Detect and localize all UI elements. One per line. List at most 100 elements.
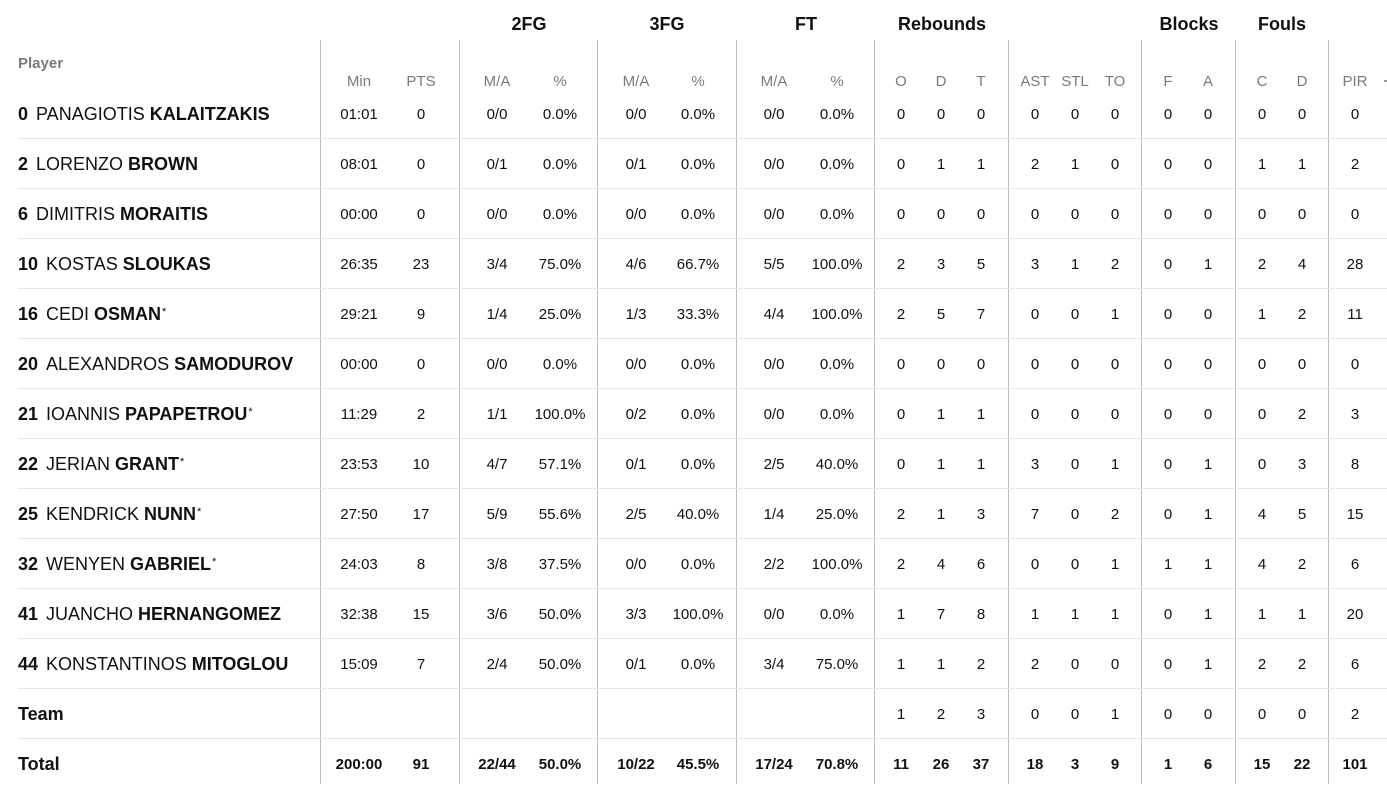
column-header-ast[interactable]: AST [1020, 73, 1050, 90]
column-header-fg3-pct[interactable]: % [691, 73, 705, 90]
stat-pir: 15 [1346, 505, 1364, 523]
column-header-min[interactable]: Min [346, 73, 372, 90]
stat-blk-a: 1 [1203, 555, 1213, 573]
stat-blk-a: 0 [1203, 105, 1213, 123]
row-divider [18, 438, 1387, 439]
stat-reb-d: 4 [936, 555, 946, 573]
stat-min: 15:09 [340, 655, 378, 673]
stat-stl: 0 [1070, 455, 1080, 473]
stat-pir: 2 [1350, 705, 1360, 723]
column-header-fg3-ma[interactable]: M/A [622, 73, 650, 90]
stat-reb-d: 1 [936, 155, 946, 173]
player-last-name: HERNANGOMEZ [138, 603, 282, 624]
column-header-blk-a[interactable]: A [1202, 73, 1214, 90]
stat-ft-ma: 2/5 [763, 455, 785, 473]
stat-fg3-ma: 0/0 [625, 105, 647, 123]
column-header-player[interactable]: Player [18, 55, 64, 72]
stat-ft-pct: 100.0% [811, 555, 863, 573]
stat-min: 11:29 [340, 405, 378, 423]
stat-ast: 0 [1030, 105, 1040, 123]
column-header-stl[interactable]: STL [1061, 73, 1089, 90]
player-name[interactable]: 21 IOANNIS PAPAPETROU * [18, 389, 253, 439]
column-header-fg2-pct[interactable]: % [553, 73, 567, 90]
row-divider [18, 488, 1387, 489]
column-header-foul-c[interactable]: C [1256, 73, 1268, 90]
player-name[interactable]: 0 PANAGIOTIS KALAITZAKIS [18, 89, 271, 139]
stat-reb-d: 1 [936, 405, 946, 423]
column-divider [1141, 40, 1142, 784]
stat-fg2-ma: 0/0 [486, 355, 508, 373]
stat-pir: 6 [1350, 655, 1360, 673]
player-name[interactable]: 22 JERIAN GRANT * [18, 439, 184, 489]
stat-reb-t: 3 [976, 505, 986, 523]
stat-blk-a: 1 [1203, 455, 1213, 473]
column-header-ft-ma[interactable]: M/A [760, 73, 788, 90]
player-first-name: IOANNIS [46, 403, 121, 424]
column-header-pts[interactable]: PTS [406, 73, 436, 90]
stat-reb-t: 0 [976, 205, 986, 223]
stat-to: 2 [1110, 255, 1120, 273]
stat-ft-pct: 0.0% [819, 355, 855, 373]
jersey-number: 44 [18, 653, 39, 674]
stat-ft-ma: 0/0 [763, 155, 785, 173]
stat-ast: 7 [1030, 505, 1040, 523]
player-last-name: MITOGLOU [191, 653, 289, 674]
column-header-reb-d[interactable]: D [935, 73, 947, 90]
jersey-number: 16 [18, 303, 39, 324]
jersey-number: 0 [18, 103, 29, 124]
player-last-name: MORAITIS [120, 203, 209, 224]
stat-fg3-ma: 10/22 [617, 755, 655, 773]
stat-blk-a: 1 [1203, 505, 1213, 523]
column-header-blk-f[interactable]: F [1163, 73, 1173, 90]
jersey-number: 32 [18, 553, 39, 574]
column-header-ft-pct[interactable]: % [830, 73, 844, 90]
row-divider [18, 738, 1387, 739]
stat-min: 200:00 [335, 755, 383, 773]
stat-ft-pct: 0.0% [819, 205, 855, 223]
jersey-number: 20 [18, 353, 39, 374]
stat-ft-ma: 0/0 [763, 405, 785, 423]
player-row: 41 JUANCHO HERNANGOMEZ 32:38 15 3/6 50.0% 3/3 10… [0, 589, 1387, 639]
stat-foul-c: 1 [1257, 155, 1267, 173]
stat-stl: 0 [1070, 705, 1080, 723]
stat-ast: 18 [1026, 755, 1044, 773]
stat-fg2-ma: 3/4 [486, 255, 508, 273]
column-divider [736, 40, 737, 784]
stat-reb-t: 7 [976, 305, 986, 323]
player-name[interactable]: 25 KENDRICK NUNN * [18, 489, 201, 539]
row-divider [18, 388, 1387, 389]
jersey-number: 41 [18, 603, 39, 624]
player-name[interactable]: 41 JUANCHO HERNANGOMEZ [18, 589, 282, 639]
player-name[interactable]: 16 CEDI OSMAN * [18, 289, 166, 339]
stat-blk-f: 0 [1163, 505, 1173, 523]
stat-pts: 10 [412, 455, 430, 473]
column-header-to[interactable]: TO [1104, 73, 1126, 90]
column-header-reb-t[interactable]: T [976, 73, 986, 90]
stat-reb-t: 5 [976, 255, 986, 273]
column-header-fg2-ma[interactable]: M/A [483, 73, 511, 90]
column-header-reb-o[interactable]: O [895, 73, 907, 90]
player-name[interactable]: 32 WENYEN GABRIEL * [18, 539, 216, 589]
stat-blk-a: 1 [1203, 605, 1213, 623]
player-first-name: DIMITRIS [36, 203, 116, 224]
group-header-fouls: Fouls [1258, 14, 1306, 34]
stat-to: 1 [1110, 605, 1120, 623]
stat-blk-a: 0 [1203, 205, 1213, 223]
player-name[interactable]: 6 DIMITRIS MORAITIS [18, 189, 209, 239]
column-header-foul-d[interactable]: D [1296, 73, 1308, 90]
player-name[interactable]: 2 LORENZO BROWN [18, 139, 199, 189]
stat-blk-f: 0 [1163, 355, 1173, 373]
stat-reb-d: 5 [936, 305, 946, 323]
player-name[interactable]: 44 KONSTANTINOS MITOGLOU [18, 639, 289, 689]
column-divider [597, 40, 598, 784]
total-label: Total [18, 753, 60, 774]
stat-ast: 0 [1030, 305, 1040, 323]
stat-pts: 8 [416, 555, 426, 573]
column-header-pir[interactable]: PIR [1342, 73, 1368, 90]
stat-pts: 17 [412, 505, 430, 523]
stat-reb-o: 0 [896, 205, 906, 223]
player-name[interactable]: 10 KOSTAS SLOUKAS [18, 239, 212, 289]
stat-ft-ma: 4/4 [763, 305, 785, 323]
player-name[interactable]: 20 ALEXANDROS SAMODUROV [18, 339, 294, 389]
stat-pts: 7 [416, 655, 426, 673]
